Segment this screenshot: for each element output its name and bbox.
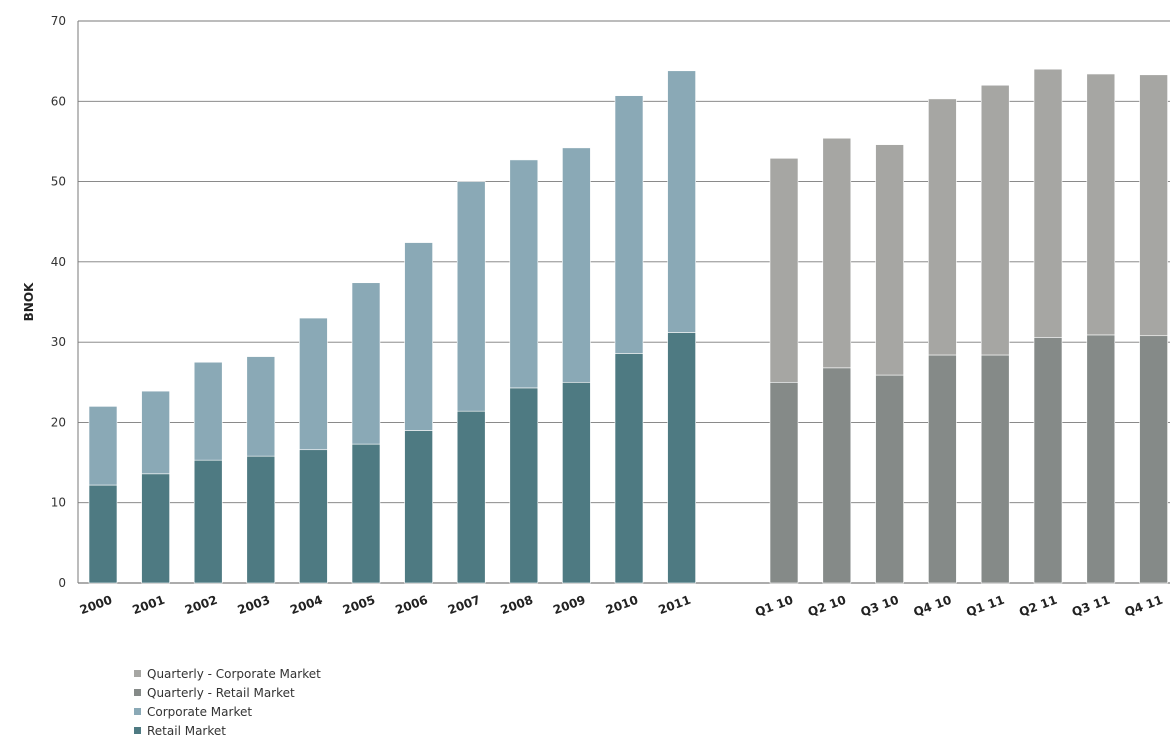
bar-retail bbox=[351, 443, 381, 584]
bar-retail bbox=[456, 410, 486, 584]
x-tick-label: 2006 bbox=[393, 593, 429, 618]
bar-corporate bbox=[141, 390, 170, 475]
x-tick-label: Q1 10 bbox=[753, 593, 795, 620]
bar-quarterly-retail bbox=[875, 374, 904, 584]
x-tick-label: 2008 bbox=[499, 593, 535, 618]
x-tick-label: Q3 10 bbox=[859, 593, 901, 620]
x-tick-label: Q1 11 bbox=[964, 593, 1006, 620]
x-tick-label: 2002 bbox=[183, 593, 219, 618]
bar-quarterly-corporate bbox=[1033, 68, 1063, 338]
legend-label-retail: Retail Market bbox=[147, 723, 226, 738]
bar-corporate bbox=[351, 282, 381, 445]
y-axis-label: BNOK bbox=[22, 282, 36, 321]
y-tick-label: 20 bbox=[51, 415, 66, 429]
bar-quarterly-retail bbox=[1139, 335, 1168, 584]
legend-item-quarterly-corporate: Quarterly - Corporate Market bbox=[134, 664, 321, 683]
bar-corporate bbox=[456, 181, 486, 412]
bar-retail bbox=[246, 455, 276, 584]
x-tick-label: 2003 bbox=[236, 593, 272, 618]
legend-item-retail: Retail Market bbox=[134, 721, 321, 740]
legend-label-quarterly-corporate: Quarterly - Corporate Market bbox=[147, 666, 321, 681]
bar-corporate bbox=[404, 242, 433, 431]
x-tick-label: 2000 bbox=[78, 593, 114, 618]
bar-retail bbox=[404, 430, 433, 584]
x-tick-label: Q2 10 bbox=[806, 593, 848, 620]
legend-label-corporate: Corporate Market bbox=[147, 704, 253, 719]
x-tick-label: 2001 bbox=[130, 593, 166, 618]
x-tick-label: 2004 bbox=[288, 593, 324, 618]
bar-retail bbox=[667, 332, 696, 584]
bar-corporate bbox=[299, 317, 328, 451]
x-tick-label: 2011 bbox=[656, 593, 692, 618]
bar-corporate bbox=[562, 147, 591, 383]
legend-swatch-corporate bbox=[134, 708, 141, 715]
x-tick-label: 2010 bbox=[604, 593, 640, 618]
legend-item-corporate: Corporate Market bbox=[134, 702, 321, 721]
y-tick-label: 30 bbox=[51, 335, 66, 349]
y-tick-label: 10 bbox=[51, 496, 66, 510]
bar-corporate bbox=[509, 159, 539, 389]
bar-retail bbox=[299, 449, 328, 584]
bar-retail bbox=[509, 387, 539, 584]
bar-quarterly-corporate bbox=[875, 144, 904, 376]
legend-swatch-retail bbox=[134, 727, 141, 734]
bar-retail bbox=[193, 459, 223, 584]
y-tick-label: 70 bbox=[51, 14, 66, 28]
bar-quarterly-retail bbox=[1086, 334, 1116, 584]
bar-quarterly-corporate bbox=[928, 98, 957, 356]
y-tick-label: 60 bbox=[51, 94, 66, 108]
x-tick-label: 2005 bbox=[341, 593, 377, 618]
bar-corporate bbox=[193, 361, 223, 461]
bar-retail bbox=[88, 484, 118, 584]
y-tick-label: 50 bbox=[51, 175, 66, 189]
y-tick-label: 0 bbox=[58, 576, 66, 590]
x-tick-label: 2009 bbox=[551, 593, 587, 618]
y-tick-label: 40 bbox=[51, 255, 66, 269]
x-tick-label: Q4 10 bbox=[912, 593, 954, 620]
bar-quarterly-corporate bbox=[769, 157, 799, 383]
bar-quarterly-retail bbox=[928, 354, 957, 584]
bar-quarterly-corporate bbox=[1086, 73, 1116, 336]
bar-quarterly-corporate bbox=[1139, 74, 1168, 337]
legend-swatch-quarterly-retail bbox=[134, 689, 141, 696]
bar-retail bbox=[614, 353, 644, 584]
x-tick-label: Q2 11 bbox=[1017, 593, 1059, 620]
bar-retail bbox=[141, 473, 170, 584]
bar-quarterly-corporate bbox=[822, 137, 852, 369]
x-tick-label: Q3 11 bbox=[1070, 593, 1112, 620]
x-tick-label: 2007 bbox=[446, 593, 482, 618]
bar-quarterly-retail bbox=[769, 381, 799, 584]
legend-swatch-quarterly-corporate bbox=[134, 670, 141, 677]
bar-quarterly-retail bbox=[980, 354, 1010, 584]
bar-corporate bbox=[614, 95, 644, 354]
bar-corporate bbox=[667, 70, 696, 333]
bar-quarterly-retail bbox=[822, 367, 852, 584]
legend-label-quarterly-retail: Quarterly - Retail Market bbox=[147, 685, 295, 700]
bar-quarterly-corporate bbox=[980, 84, 1010, 356]
bar-quarterly-retail bbox=[1033, 337, 1063, 584]
x-tick-label: Q4 11 bbox=[1123, 593, 1165, 620]
legend-item-quarterly-retail: Quarterly - Retail Market bbox=[134, 683, 321, 702]
legend: Quarterly - Corporate Market Quarterly -… bbox=[134, 664, 321, 740]
bar-corporate bbox=[246, 356, 276, 457]
bar-corporate bbox=[88, 406, 118, 486]
bar-retail bbox=[562, 381, 591, 584]
